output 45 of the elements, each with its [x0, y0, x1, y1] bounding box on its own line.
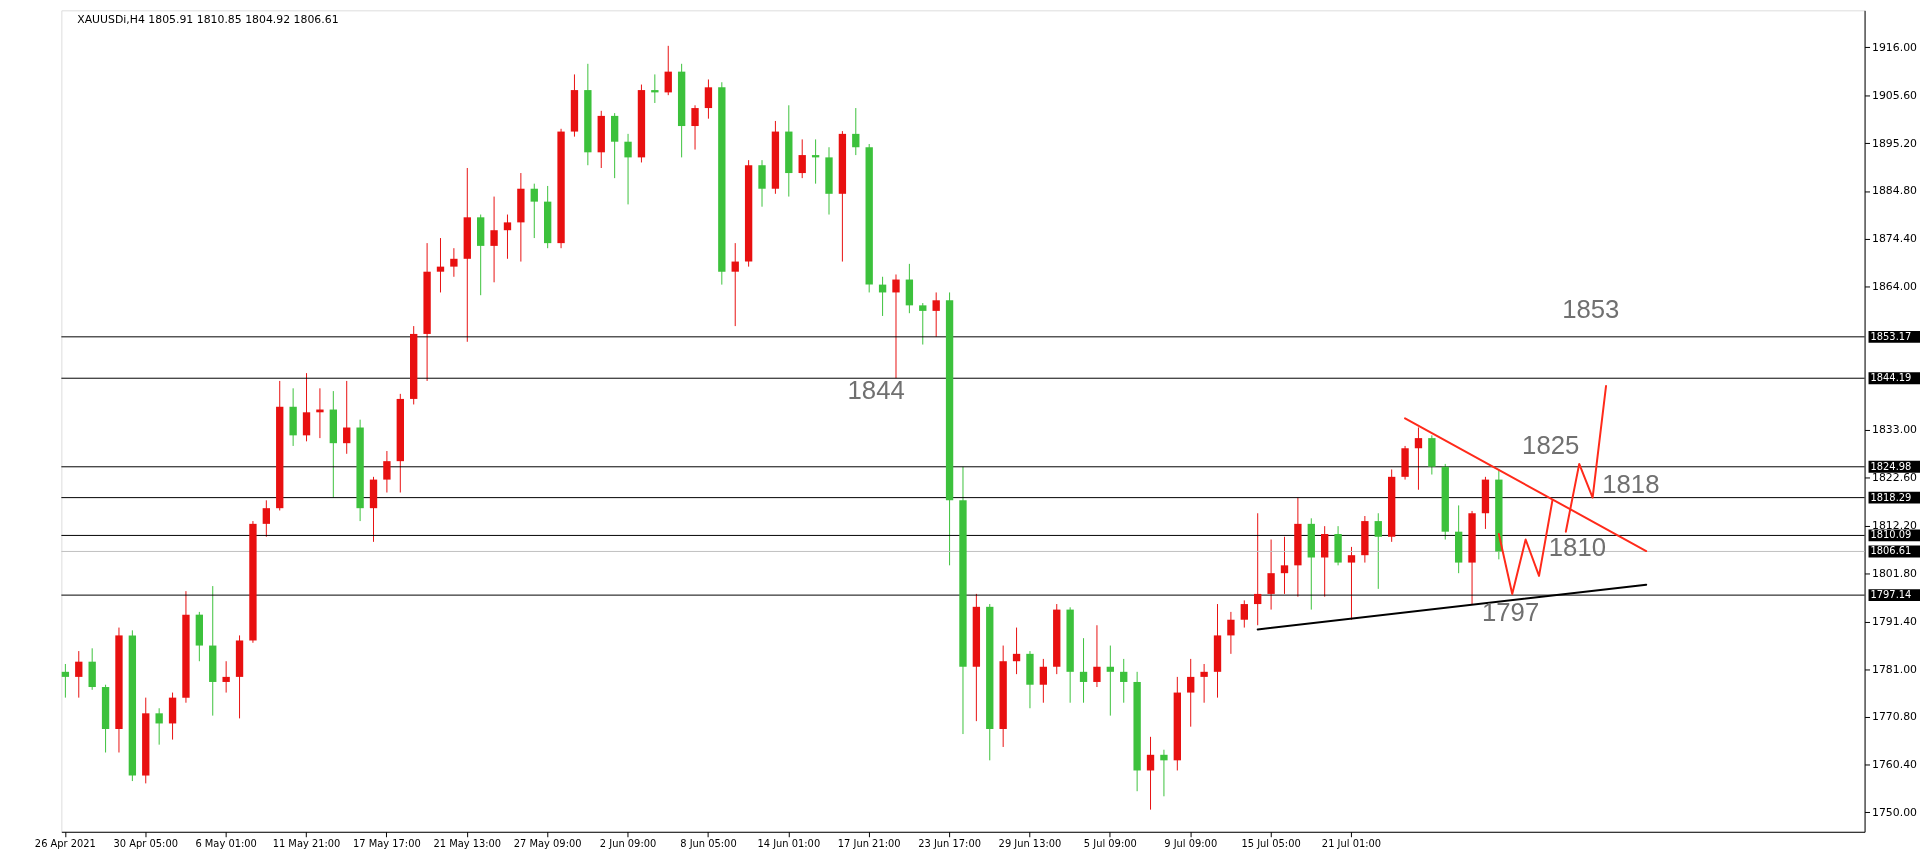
y-tick-label: 1895.20	[1872, 136, 1918, 150]
y-tick-label: 1833.00	[1872, 423, 1918, 437]
ref-line-label: 1824.98	[1870, 460, 1912, 472]
x-tick-label: 6 May 01:00	[195, 838, 257, 850]
ref-line-label: 1797.14	[1870, 589, 1912, 601]
y-tick-label: 1884.80	[1872, 184, 1918, 198]
x-tick-label: 29 Jun 13:00	[998, 838, 1062, 850]
x-tick-label: 15 Jul 05:00	[1241, 838, 1301, 850]
y-tick-label: 1874.40	[1872, 232, 1918, 246]
x-tick-label: 11 May 21:00	[272, 838, 341, 850]
y-tick-label: 1822.60	[1872, 471, 1918, 485]
ref-line-label: 1810.09	[1870, 529, 1912, 541]
x-tick-label: 8 Jun 05:00	[680, 838, 737, 850]
annotation: 1844	[847, 375, 905, 404]
y-tick-label: 1864.00	[1872, 280, 1918, 294]
ref-line-label: 1844.19	[1870, 372, 1912, 384]
x-tick-label: 5 Jul 09:00	[1083, 838, 1137, 850]
y-tick-label: 1781.00	[1872, 662, 1918, 676]
x-tick-label: 21 Jul 01:00	[1321, 838, 1382, 850]
annotation: 1797	[1482, 598, 1540, 627]
ref-line-label: 1806.61	[1870, 545, 1912, 557]
annotation: 1825	[1522, 430, 1580, 459]
ref-line-label: 1853.17	[1870, 330, 1912, 342]
x-tick-label: 30 Apr 05:00	[113, 838, 178, 850]
y-tick-label: 1801.80	[1872, 567, 1918, 581]
x-tick-label: 21 May 13:00	[433, 838, 502, 850]
x-tick-label: 9 Jul 09:00	[1164, 838, 1218, 850]
ref-line-label: 1818.29	[1870, 491, 1912, 503]
y-tick-label: 1750.00	[1872, 805, 1918, 819]
y-tick-label: 1905.60	[1872, 88, 1918, 102]
annotation: 1818	[1602, 470, 1660, 499]
y-tick-label: 1791.40	[1872, 615, 1918, 629]
y-tick-label: 1916.00	[1872, 40, 1918, 54]
y-tick-label: 1760.40	[1872, 757, 1918, 771]
y-tick-label: 1770.80	[1872, 710, 1918, 723]
x-tick-label: 23 Jun 17:00	[918, 838, 981, 850]
x-tick-label: 14 Jun 01:00	[757, 838, 821, 850]
chart-title: XAUUSDi,H4 1805.91 1810.85 1804.92 1806.61	[77, 13, 339, 27]
annotation: 1853	[1562, 295, 1620, 324]
x-tick-label: 2 Jun 09:00	[599, 838, 657, 850]
x-tick-label: 27 May 09:00	[513, 838, 582, 850]
x-tick-label: 17 Jun 21:00	[837, 838, 901, 850]
x-tick-label: 26 Apr 2021	[34, 838, 96, 850]
annotation: 1810	[1548, 533, 1607, 562]
x-tick-label: 17 May 17:00	[353, 838, 421, 850]
